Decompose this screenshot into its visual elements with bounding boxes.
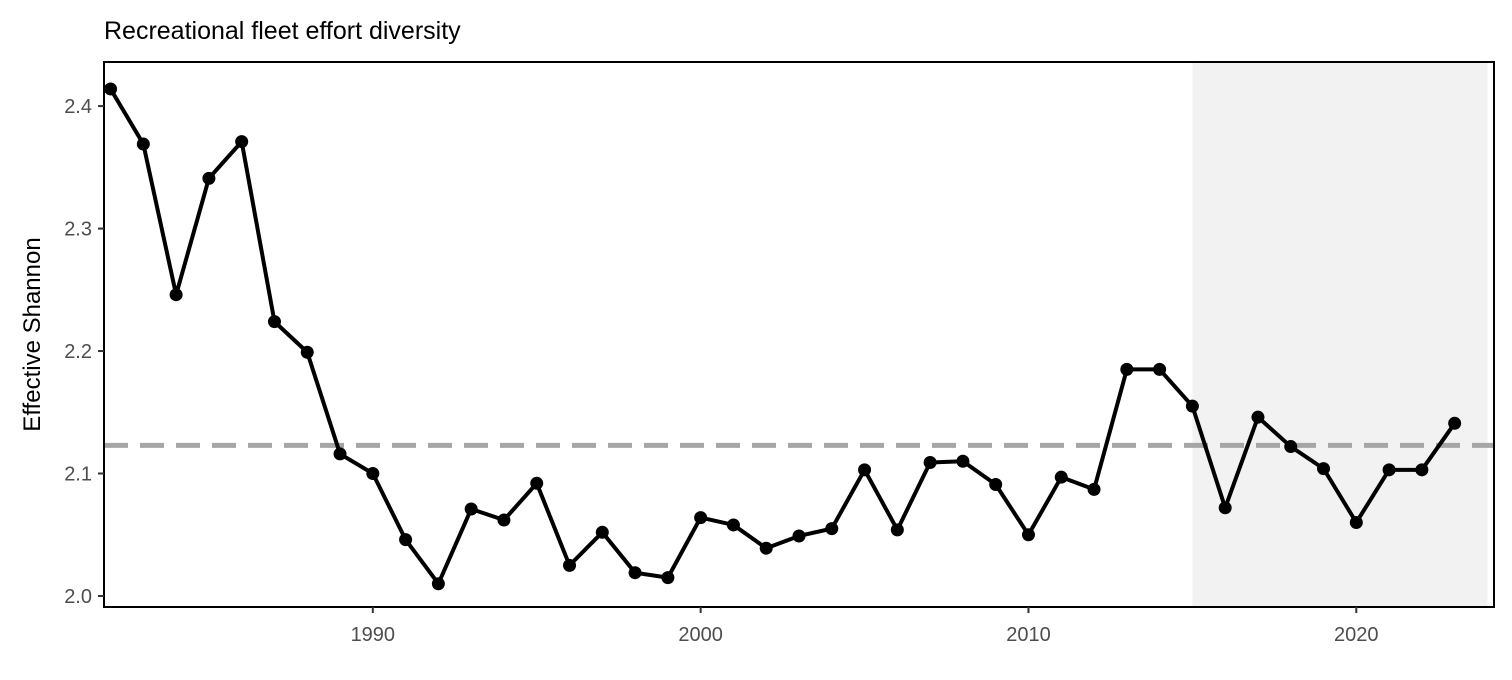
y-axis: 2.0 2.1 2.2 2.3 2.4: [64, 96, 104, 608]
data-point-2011: [1054, 470, 1068, 484]
data-point-2004: [825, 522, 839, 536]
data-point-1987: [267, 315, 281, 329]
data-point-2015: [1185, 399, 1199, 413]
data-point-1988: [300, 345, 314, 359]
series-line-0: [108, 86, 1457, 586]
data-point-2003: [792, 529, 806, 543]
data-point-1997: [595, 525, 609, 539]
data-point-2009: [989, 478, 1003, 492]
data-point-1991: [399, 533, 413, 547]
data-point-2014: [1153, 362, 1167, 376]
data-point-2006: [890, 523, 904, 537]
y-tick-label-1: 2.1: [64, 464, 92, 486]
y-axis-label: Effective Shannon: [19, 237, 46, 431]
data-point-1984: [169, 288, 183, 302]
data-point-2008: [956, 454, 970, 468]
data-point-2023: [1448, 416, 1462, 430]
data-point-2017: [1251, 410, 1265, 424]
data-point-1992: [431, 577, 445, 591]
data-point-1996: [563, 558, 577, 572]
chart-title: Recreational fleet effort diversity: [104, 17, 461, 45]
x-tick-label-0: 1990: [351, 624, 396, 646]
data-point-2002: [759, 541, 773, 555]
y-tick-label-0: 2.0: [64, 586, 92, 608]
data-point-1995: [530, 476, 544, 490]
data-point-1993: [464, 502, 478, 516]
y-tick-label-2: 2.2: [64, 341, 92, 363]
y-tick-label-4: 2.4: [64, 96, 92, 118]
data-point-1990: [366, 467, 380, 481]
data-point-1998: [628, 566, 642, 580]
data-point-2020: [1349, 515, 1363, 529]
data-point-2016: [1218, 501, 1232, 515]
data-point-2021: [1382, 463, 1396, 477]
data-point-2022: [1415, 463, 1429, 477]
data-point-2000: [694, 511, 708, 525]
data-point-2012: [1087, 482, 1101, 496]
plot-border: [103, 61, 1495, 608]
x-tick-label-1: 2000: [678, 624, 723, 646]
data-point-1985: [202, 171, 216, 185]
data-point-2010: [1021, 528, 1035, 542]
data-point-1989: [333, 447, 347, 461]
data-point-2007: [923, 455, 937, 469]
plot-frame-layer: [103, 61, 1495, 608]
data-point-1982: [104, 82, 118, 96]
data-point-1986: [235, 135, 249, 149]
x-tick-label-2: 2010: [1006, 624, 1051, 646]
data-point-2005: [858, 463, 872, 477]
x-axis: 1990 2000 2010 2020: [351, 607, 1379, 646]
reference-layer: [104, 62, 1494, 607]
data-point-2013: [1120, 362, 1134, 376]
x-tick-label-3: 2020: [1334, 624, 1379, 646]
series-layer: [104, 82, 1462, 591]
data-point-2018: [1284, 440, 1298, 454]
data-point-1994: [497, 513, 511, 527]
data-point-2001: [726, 518, 740, 532]
shaded-region: [1192, 62, 1488, 607]
data-point-1999: [661, 571, 675, 585]
data-point-1983: [136, 137, 150, 151]
data-point-2019: [1317, 462, 1331, 476]
y-tick-label-3: 2.3: [64, 219, 92, 241]
